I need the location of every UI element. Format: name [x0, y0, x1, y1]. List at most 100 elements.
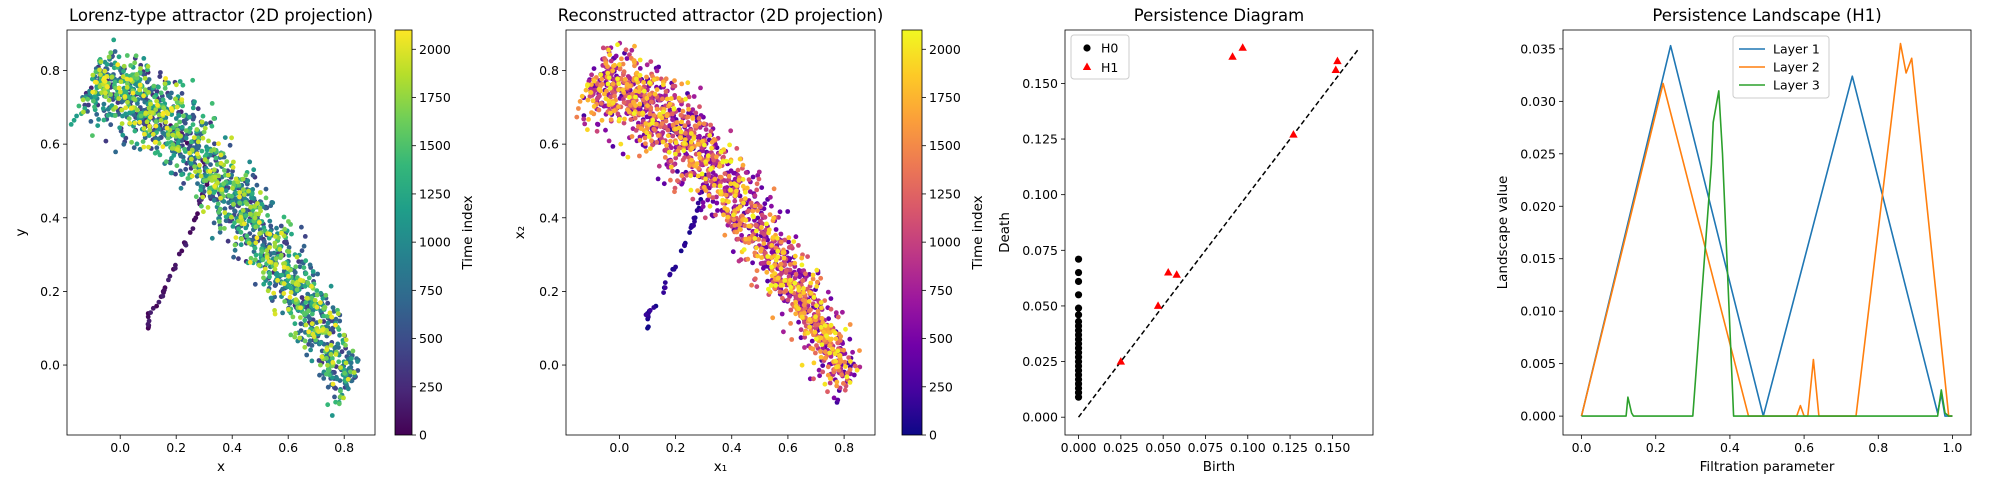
scatter-point — [706, 193, 712, 198]
scatter-point — [281, 264, 287, 270]
scatter-point — [695, 134, 701, 140]
scatter-point — [193, 194, 199, 200]
scatter-point — [673, 151, 678, 157]
scatter-point — [811, 360, 817, 366]
scatter-point — [665, 127, 671, 133]
scatter-point — [232, 242, 238, 248]
scatter-point — [608, 58, 614, 64]
scatter-point — [145, 314, 151, 320]
y-axis-label: x₂ — [512, 226, 528, 239]
scatter-point — [818, 275, 824, 281]
scatter-point — [267, 231, 273, 237]
y-tick-label: 0.100 — [1022, 187, 1058, 202]
scatter-point — [249, 191, 255, 197]
scatter-point — [345, 386, 351, 392]
x-axis-label: Filtration parameter — [1700, 459, 1835, 475]
scatter-point — [273, 262, 279, 268]
scatter-point — [236, 226, 241, 232]
scatter-point — [828, 306, 834, 312]
scatter-point — [746, 177, 752, 183]
scatter-point — [303, 271, 309, 276]
scatter-point — [240, 187, 246, 193]
scatter-point — [132, 128, 138, 134]
scatter-point — [325, 313, 331, 319]
h1-point — [1333, 56, 1342, 65]
scatter-point — [231, 201, 236, 207]
scatter-point — [152, 150, 158, 156]
axes-frame — [1064, 29, 1374, 436]
scatter-point — [123, 111, 128, 117]
scatter-point — [172, 265, 178, 271]
scatter-point — [629, 47, 635, 53]
scatter-point — [721, 212, 726, 218]
scatter-point — [277, 246, 283, 252]
scatter-point — [654, 106, 660, 112]
scatter-point — [161, 105, 167, 111]
scatter-point — [805, 330, 811, 336]
scatter-point — [316, 329, 321, 334]
scatter-point — [752, 203, 758, 209]
scatter-point — [753, 222, 759, 228]
scatter-point — [271, 250, 277, 256]
colorbar-tick-label: 1750 — [419, 90, 451, 105]
scatter-point — [813, 350, 818, 356]
chart-title: Reconstructed attractor (2D projection) — [558, 6, 884, 25]
scatter-point — [240, 208, 246, 213]
scatter-point — [755, 253, 760, 259]
scatter-point — [792, 280, 798, 286]
scatter-point — [688, 173, 693, 179]
scatter-point — [628, 103, 633, 108]
scatter-point — [690, 196, 696, 202]
scatter-point — [818, 300, 824, 305]
scatter-point — [211, 190, 217, 196]
y-tick-label: 0.075 — [1022, 243, 1058, 258]
scatter-point — [103, 138, 109, 144]
scatter-point — [223, 188, 229, 194]
scatter-point — [68, 122, 74, 127]
x-tick-label: 0.8 — [1868, 440, 1888, 455]
scatter-point — [218, 225, 223, 231]
scatter-point — [282, 299, 288, 304]
scatter-point — [688, 187, 694, 193]
scatter-point — [827, 380, 833, 386]
scatter-point — [672, 93, 678, 98]
scatter-point — [702, 215, 708, 221]
scatter-point — [583, 87, 589, 93]
scatter-point — [105, 84, 110, 90]
scatter-point — [759, 185, 765, 191]
scatter-point — [752, 193, 758, 199]
scatter-point — [200, 135, 206, 141]
h1-point — [1331, 65, 1340, 74]
scatter-point — [616, 87, 621, 93]
scatter-point — [782, 278, 788, 283]
series-line-layer-3 — [1581, 90, 1953, 417]
scatter-point — [173, 96, 178, 102]
scatter-point — [621, 69, 627, 75]
scatter-point — [113, 149, 118, 155]
scatter-point — [163, 76, 169, 81]
scatter-point — [715, 208, 720, 213]
scatter-point — [272, 244, 278, 249]
scatter-point — [632, 115, 638, 121]
scatter-point — [828, 296, 834, 301]
panel-persistence-landscape: Layer 1 Layer 2 Layer 3 0.0 0.2 0.4 0.6 0.8 1.0 0… — [1495, 6, 1972, 475]
diagonal-line — [1077, 49, 1359, 418]
scatter-point — [194, 151, 200, 157]
scatter-point — [750, 213, 756, 219]
scatter-point — [619, 56, 624, 62]
scatter-point — [766, 260, 772, 266]
scatter-point — [118, 79, 124, 85]
scatter-point — [189, 173, 195, 179]
scatter-point — [302, 344, 308, 350]
scatter-point — [847, 380, 853, 385]
colorbar-tick-label: 750 — [929, 283, 953, 298]
scatter-point — [333, 322, 338, 328]
scatter-point — [695, 188, 700, 194]
y-tick-label: 0.6 — [539, 137, 559, 152]
scatter-point — [814, 303, 819, 309]
scatter-point — [303, 322, 309, 328]
scatter-point — [741, 247, 747, 253]
scatter-point — [678, 112, 684, 118]
scatter-point — [146, 77, 152, 82]
